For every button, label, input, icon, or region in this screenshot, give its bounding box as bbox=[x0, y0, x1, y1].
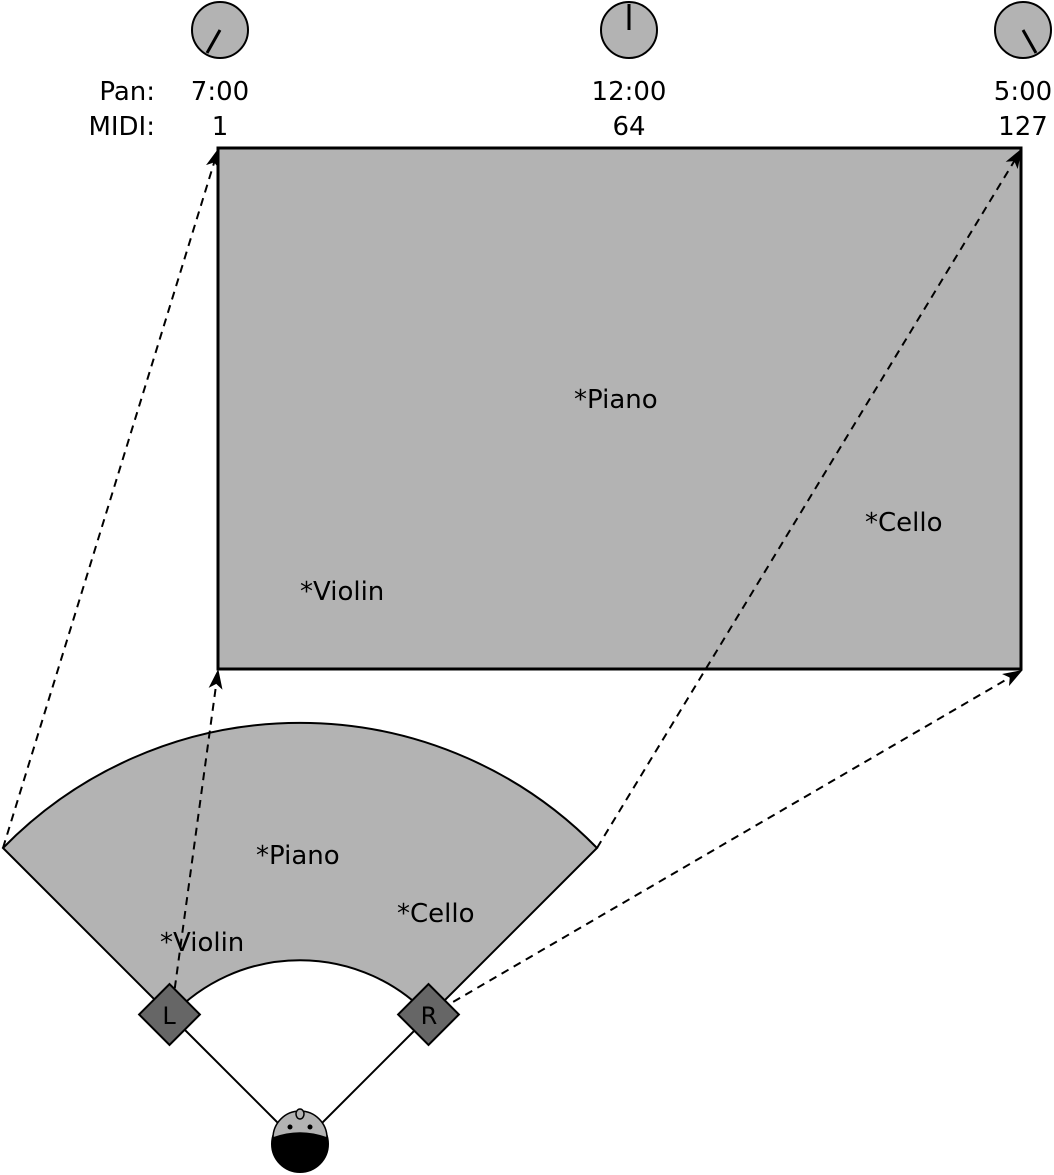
listener-eye-right bbox=[307, 1124, 313, 1130]
midi-value-center: 64 bbox=[612, 112, 645, 142]
pan-knob-left[interactable] bbox=[191, 1, 249, 59]
stage-violin[interactable]: *Violin bbox=[160, 928, 244, 958]
mix-panel-violin[interactable]: *Violin bbox=[300, 577, 384, 607]
pan-knob-right[interactable] bbox=[994, 1, 1052, 59]
speaker-left-body bbox=[137, 982, 202, 1047]
speaker-right[interactable]: R bbox=[396, 982, 461, 1047]
midi-value-right: 127 bbox=[998, 112, 1048, 142]
listener-nose bbox=[295, 1108, 305, 1120]
mix-panel-piano[interactable]: *Piano bbox=[574, 385, 658, 415]
speaker-right-label: R bbox=[421, 1002, 438, 1030]
mapping-arrow-outer-right bbox=[596, 148, 1023, 849]
stage-field bbox=[1, 721, 599, 1018]
listener-forehead bbox=[272, 1110, 328, 1140]
mix-panel bbox=[216, 146, 1023, 671]
speaker-right-body bbox=[396, 982, 461, 1047]
speaker-left-label: L bbox=[162, 1002, 176, 1030]
midi-value-left: 1 bbox=[212, 112, 229, 142]
stage-cello[interactable]: *Cello bbox=[397, 899, 475, 929]
pan-value-center: 12:00 bbox=[592, 77, 667, 107]
mix-panel-cello[interactable]: *Cello bbox=[865, 508, 943, 538]
mapping-arrow-inner-left bbox=[170, 669, 223, 1017]
knob-pointer bbox=[205, 29, 222, 54]
pan-value-right: 5:00 bbox=[994, 77, 1052, 107]
mapping-arrow-outer-left bbox=[2, 148, 220, 849]
listener-eye-left bbox=[287, 1124, 293, 1130]
knob-pointer bbox=[1021, 29, 1038, 54]
pan-knob-center[interactable] bbox=[600, 1, 658, 59]
midi-row-label: MIDI: bbox=[88, 112, 155, 142]
mapping-arrow-inner-right bbox=[428, 669, 1023, 1017]
stage-piano[interactable]: *Piano bbox=[256, 841, 340, 871]
speaker-left[interactable]: L bbox=[137, 982, 202, 1047]
pan-row-label: Pan: bbox=[99, 77, 155, 107]
pan-value-left: 7:00 bbox=[191, 77, 249, 107]
listener-head-icon bbox=[271, 1108, 329, 1173]
